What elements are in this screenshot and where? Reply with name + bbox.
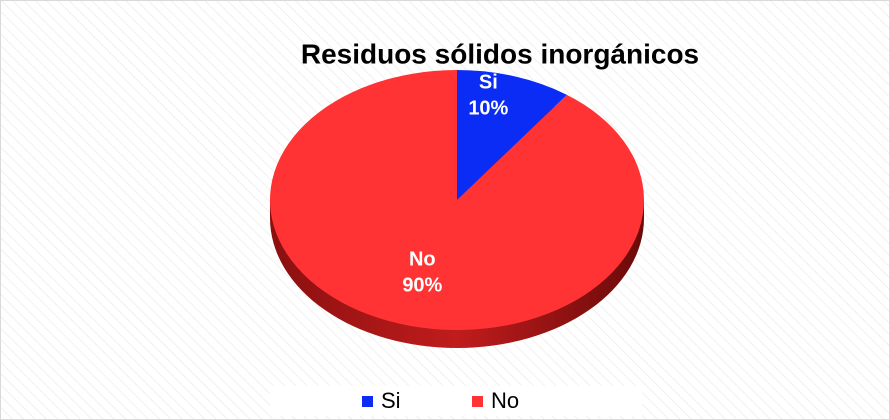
- pie: [269, 70, 644, 348]
- data-label: Si: [479, 72, 498, 94]
- legend: [270, 386, 642, 416]
- data-label: 90%: [402, 274, 442, 296]
- pie-slice: [457, 70, 567, 200]
- legend-swatch: [472, 396, 483, 407]
- chart-title: Residuos sólidos inorgánicos: [301, 38, 699, 69]
- legend-swatch: [362, 396, 373, 407]
- data-label: No: [409, 248, 436, 270]
- legend-label: No: [491, 388, 519, 413]
- data-label: 10%: [468, 98, 508, 120]
- legend-label: Si: [381, 388, 401, 413]
- pie-slice: [269, 70, 644, 331]
